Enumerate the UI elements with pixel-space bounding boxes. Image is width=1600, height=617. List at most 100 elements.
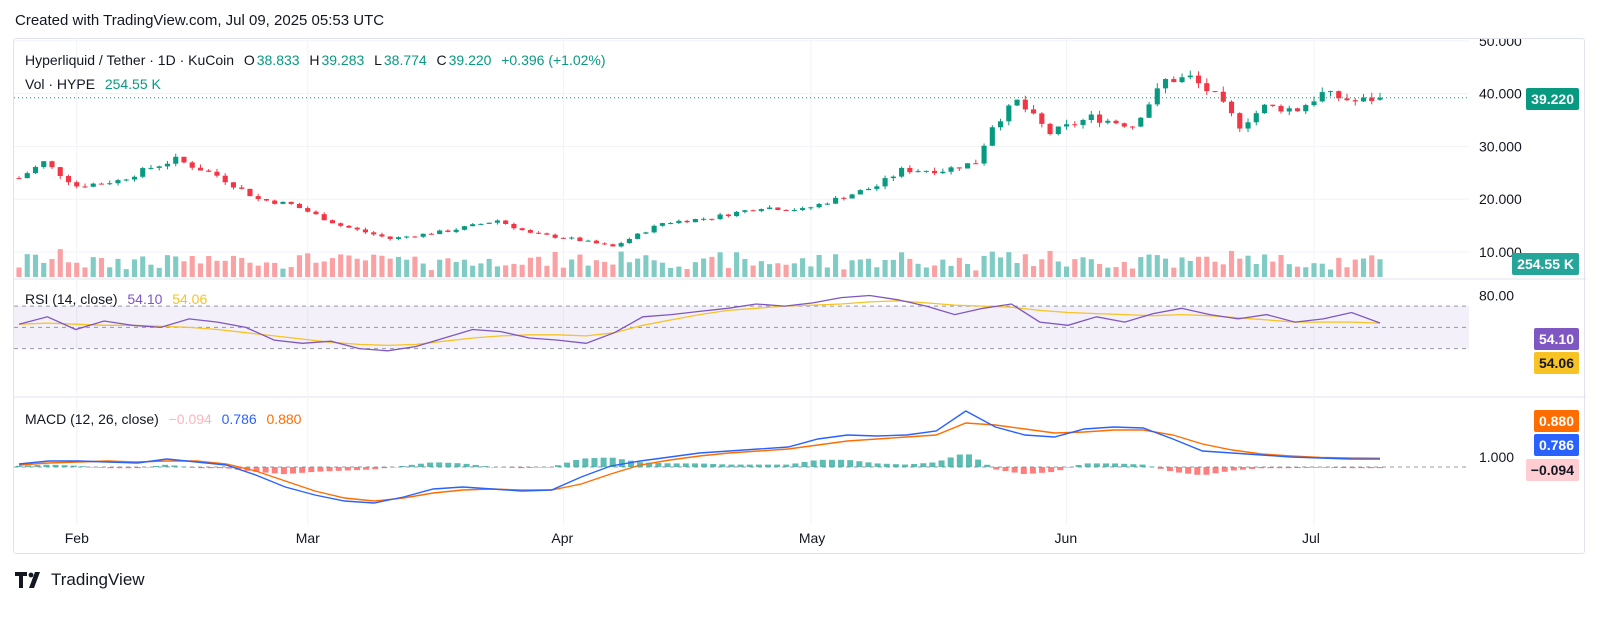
volume-bar — [973, 270, 979, 277]
chart-area[interactable]: 50.000 40.000 30.000 20.000 10.000 80.00 1.000… — [13, 38, 1586, 555]
candle-body — [354, 227, 360, 230]
candle-body — [131, 176, 138, 180]
candle-body — [725, 214, 731, 217]
volume-bar — [816, 254, 822, 277]
volume-label[interactable]: Vol · HYPE — [25, 76, 96, 92]
macd-histogram-bar — [253, 467, 260, 472]
volume-bar — [1088, 259, 1094, 277]
volume-bar — [131, 259, 138, 277]
candle-body — [1129, 126, 1136, 128]
candle-body — [206, 170, 212, 172]
volume-bar — [387, 258, 393, 277]
volume-bar — [255, 265, 261, 277]
macd-histogram-bar — [1276, 467, 1283, 469]
volume-bar — [1220, 264, 1226, 277]
macd-histogram-bar — [436, 462, 443, 467]
macd-histogram-bar — [673, 463, 680, 467]
macd-histogram-bar — [691, 463, 698, 467]
volume-bar — [230, 255, 237, 277]
volume-bar — [428, 270, 434, 277]
macd-histogram-bar — [207, 467, 214, 469]
volume-bar — [494, 266, 500, 277]
volume-bar — [214, 260, 220, 277]
symbol-title[interactable]: Hyperliquid / Tether · 1D · KuCoin — [25, 52, 235, 68]
volume-bar — [1096, 263, 1103, 277]
volume-bar — [148, 264, 154, 277]
macd-histogram-bar — [618, 459, 625, 467]
volume-bar — [833, 254, 839, 277]
candle-body — [1006, 105, 1012, 122]
macd-histogram-bar — [938, 460, 945, 467]
volume-bar — [189, 256, 195, 277]
candle-body — [1022, 99, 1028, 110]
macd-histogram-bar — [1322, 467, 1329, 468]
macd-histogram-bar — [664, 463, 671, 467]
macd-histogram-bar — [1367, 467, 1374, 469]
macd-histogram-bar — [591, 458, 598, 467]
volume-bar — [321, 261, 327, 277]
candle-body — [965, 163, 971, 169]
macd-histogram-bar — [975, 459, 982, 467]
macd-hist-value: −0.094 — [168, 411, 212, 427]
candle-body — [783, 209, 789, 211]
chart-canvas[interactable]: 50.000 40.000 30.000 20.000 10.000 80.00 1.000… — [14, 39, 1586, 555]
candle-body — [362, 229, 368, 233]
candle-body — [1360, 97, 1367, 102]
volume-bar — [453, 262, 459, 277]
macd-histogram-bar — [1075, 464, 1082, 467]
volume-bar — [890, 259, 896, 277]
macd-histogram-bar — [162, 464, 169, 467]
candle-body — [1261, 104, 1268, 114]
volume-bar — [362, 260, 368, 277]
macd-histogram-bar — [235, 467, 242, 470]
candle-body — [1088, 114, 1094, 121]
macd-histogram-bar — [317, 467, 324, 472]
candle-body — [16, 178, 22, 180]
macd-histogram-bar — [61, 465, 68, 467]
macd-histogram-bar — [308, 467, 315, 473]
macd-histogram-bar — [1303, 467, 1310, 468]
volume-bar — [1146, 254, 1152, 277]
candle-body — [32, 166, 39, 174]
macd-histogram-bar — [774, 464, 781, 467]
candle-body — [1072, 124, 1078, 126]
macd-histogram-bar — [143, 467, 150, 468]
macd-histogram-bar — [1102, 463, 1109, 467]
macd-histogram-bar — [290, 467, 297, 474]
macd-histogram-bar — [682, 463, 689, 467]
macd-histogram-bar — [180, 466, 187, 468]
macd-histogram-bar — [1011, 467, 1018, 473]
volume-bar — [602, 261, 608, 277]
candle-body — [90, 183, 96, 187]
candle-body — [107, 183, 113, 185]
candle-body — [519, 228, 525, 231]
candle-body — [569, 237, 575, 239]
candle-body — [1154, 88, 1160, 105]
candle-body — [899, 167, 905, 177]
rsi-label[interactable]: RSI (14, close) — [25, 291, 118, 307]
candle-body — [478, 223, 484, 225]
candle-body — [824, 203, 830, 205]
candle-body — [684, 220, 690, 223]
macd-histogram-bar — [801, 461, 808, 467]
macd-label[interactable]: MACD (12, 26, close) — [25, 411, 159, 427]
volume-bar — [758, 261, 764, 277]
macd-histogram-bar — [98, 467, 105, 468]
macd-histogram-bar — [710, 463, 717, 467]
candle-body — [428, 233, 434, 235]
volume-bar — [940, 259, 946, 277]
macd-histogram-bar — [1258, 467, 1265, 469]
candle-body — [989, 127, 995, 146]
candle-body — [503, 220, 509, 224]
volume-bar — [32, 254, 39, 277]
macd-histogram-bar — [527, 467, 534, 468]
candle-body — [379, 234, 385, 237]
macd-histogram-bar — [965, 454, 972, 467]
volume-bar — [1080, 257, 1086, 277]
candle-body — [404, 236, 410, 238]
footer-brand[interactable]: TradingView — [15, 570, 145, 590]
macd-histogram-bar — [737, 464, 744, 467]
volume-bar — [41, 262, 47, 277]
candle-body — [956, 167, 962, 169]
macd-histogram-bar — [1203, 467, 1210, 475]
